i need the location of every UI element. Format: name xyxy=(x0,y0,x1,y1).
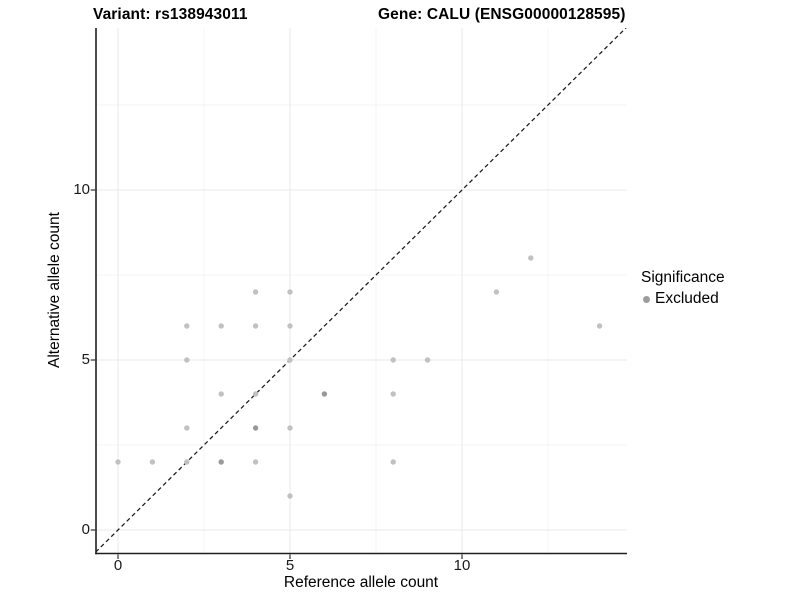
data-point xyxy=(321,391,328,397)
legend-item-excluded: Excluded xyxy=(641,290,725,308)
axis-tick-marks xyxy=(90,189,463,559)
y-tick-label: 5 xyxy=(81,351,90,368)
x-tick-label: 0 xyxy=(113,557,123,574)
data-point xyxy=(252,323,259,329)
data-point xyxy=(390,459,396,465)
x-tick-label: 5 xyxy=(285,557,295,574)
data-point xyxy=(218,391,224,397)
data-point xyxy=(218,459,224,465)
data-point xyxy=(596,323,603,329)
data-point xyxy=(252,391,259,397)
data-points xyxy=(115,255,603,499)
data-point xyxy=(493,289,500,295)
data-point xyxy=(424,357,431,363)
y-tick-label: 0 xyxy=(81,521,90,538)
data-point xyxy=(252,425,259,431)
data-point xyxy=(287,289,293,295)
data-point xyxy=(287,425,293,431)
x-axis-label: Reference allele count xyxy=(283,574,439,591)
data-point xyxy=(184,425,190,431)
data-point xyxy=(184,459,190,465)
gridlines-minor xyxy=(96,28,627,554)
data-point xyxy=(252,459,259,465)
legend-title: Significance xyxy=(641,269,725,286)
y-axis-label: Alternative allele count xyxy=(46,212,63,368)
data-point xyxy=(149,459,156,465)
chart-title-variant: Variant: rs138943011 xyxy=(93,6,248,23)
gridlines-major xyxy=(96,28,627,554)
data-point xyxy=(287,493,293,499)
axis-lines xyxy=(95,28,627,555)
data-point xyxy=(252,289,259,295)
identity-line xyxy=(96,28,627,553)
data-point xyxy=(287,357,293,363)
chart-title-gene: Gene: CALU (ENSG00000128595) xyxy=(378,6,626,23)
data-point xyxy=(184,357,190,363)
data-point xyxy=(218,323,224,329)
data-point xyxy=(528,255,534,261)
data-point xyxy=(184,323,190,329)
data-point xyxy=(115,459,121,465)
data-point xyxy=(390,391,396,397)
y-tick-label: 10 xyxy=(73,181,90,198)
data-point xyxy=(390,357,396,363)
legend-item-label: Excluded xyxy=(655,290,719,307)
data-point xyxy=(287,323,293,329)
x-tick-label: 10 xyxy=(453,557,471,574)
legend: Significance Excluded xyxy=(641,269,725,308)
legend-point-icon xyxy=(643,295,650,303)
